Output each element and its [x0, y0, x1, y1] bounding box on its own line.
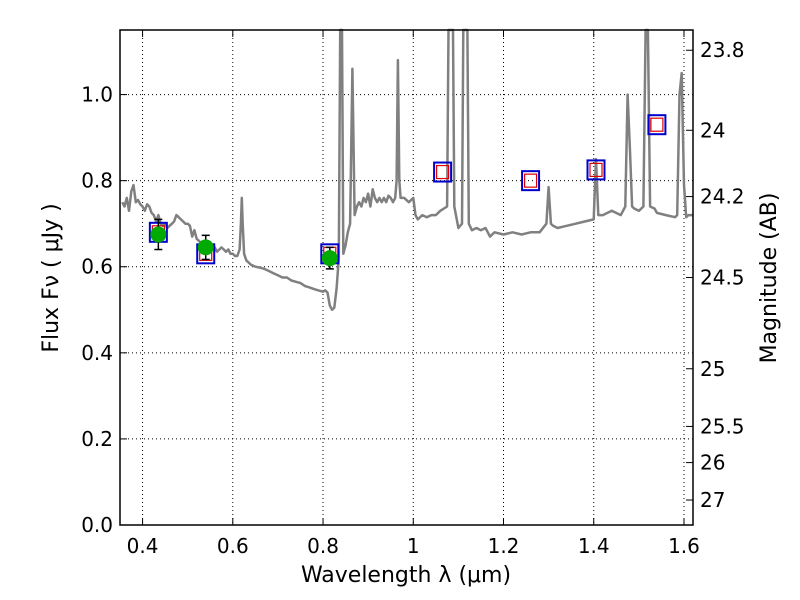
model-point-inner-box	[650, 117, 664, 132]
model-point-outer-box	[647, 114, 667, 136]
x-tick-label: 0.6	[217, 534, 249, 558]
x-tick-label: 1.2	[488, 534, 520, 558]
y-tick-label: 0.6	[81, 255, 113, 279]
y-axis-ticks: 0.0 0.2 0.4 0.6 0.8 1.0	[81, 83, 127, 537]
right-tick-label: 24.2	[700, 185, 745, 209]
model-point	[647, 114, 667, 136]
model-spectrum	[121, 28, 693, 312]
observed-point-marker	[150, 226, 167, 243]
right-tick-label: 25.5	[700, 414, 745, 438]
x-tick-label: 1.4	[578, 534, 610, 558]
x-tick-label: 0.4	[127, 534, 159, 558]
model-spectrum-line	[121, 28, 693, 312]
observed-point	[150, 218, 167, 251]
y-tick-label: 0.8	[81, 169, 113, 193]
observed-point-marker	[197, 239, 214, 256]
model-point-inner-box	[589, 162, 603, 177]
observed-point-marker	[321, 250, 338, 267]
right-axis-ticks: 23.8 24 24.2 24.5 25 25.5 26 27	[686, 38, 745, 512]
model-point-inner-box	[523, 173, 538, 188]
plot-border	[119, 29, 694, 526]
observed-point	[197, 234, 214, 261]
y-tick-label: 0.0	[81, 513, 113, 537]
right-tick-label: 24	[700, 118, 725, 142]
y-tick-label: 1.0	[81, 83, 113, 107]
model-point	[586, 159, 606, 181]
y-tick-label: 0.2	[81, 427, 113, 451]
grid	[120, 30, 693, 526]
right-tick-label: 27	[700, 488, 725, 512]
model-point	[433, 161, 453, 183]
model-photometry-points	[148, 114, 667, 265]
model-point-outer-box	[433, 161, 453, 183]
x-axis-label: Wavelength λ (μm)	[301, 563, 511, 588]
x-tick-label: 0.8	[307, 534, 339, 558]
right-axis-label: Magnitude (AB)	[757, 193, 782, 364]
x-tick-label: 1	[407, 534, 420, 558]
x-axis-ticks: 0.4 0.6 0.8 1 1.2 1.4 1.6	[127, 30, 700, 558]
y-axis-label: Flux Fν ( μJy )	[39, 203, 64, 352]
right-tick-label: 25	[700, 357, 725, 381]
observed-point	[321, 246, 338, 270]
right-tick-label: 26	[700, 451, 725, 475]
right-tick-label: 24.5	[700, 266, 745, 290]
right-tick-label: 23.8	[700, 38, 745, 62]
model-point-outer-box	[521, 170, 541, 192]
model-point-inner-box	[435, 164, 450, 180]
x-tick-label: 1.6	[668, 534, 700, 558]
observed-photometry-points	[150, 218, 338, 270]
model-point-outer-box	[586, 159, 606, 181]
model-point	[521, 170, 541, 192]
y-tick-label: 0.4	[81, 341, 113, 365]
plot-frame	[119, 29, 694, 526]
